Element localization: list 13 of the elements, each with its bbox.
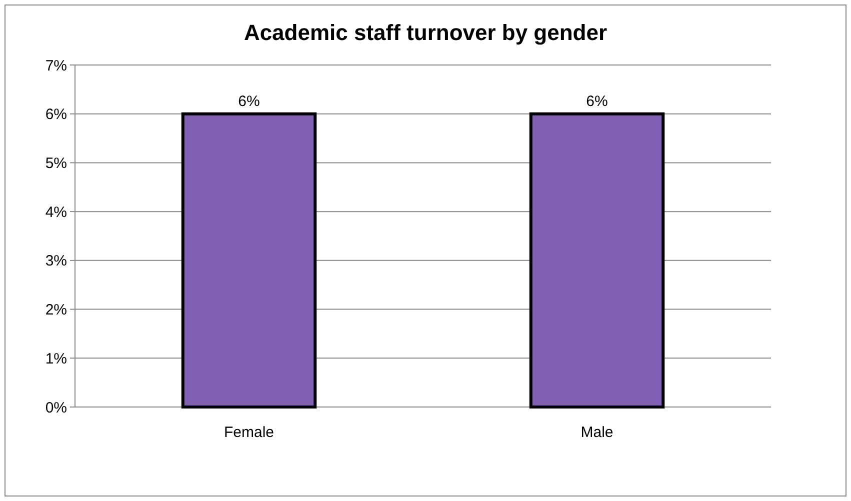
y-tick-label: 4% [45, 204, 67, 221]
data-label: 6% [238, 92, 260, 110]
y-tick-label: 0% [45, 399, 67, 416]
x-tick-label: Male [580, 424, 614, 441]
y-tick-label: 7% [45, 57, 67, 74]
y-tick-label: 3% [45, 252, 67, 270]
x-tick-label: Female [224, 424, 274, 441]
y-tick-label: 2% [45, 302, 67, 319]
y-tick-label: 5% [45, 154, 67, 172]
data-label: 6% [586, 92, 608, 110]
y-tick-label: 1% [45, 350, 67, 368]
y-tick-label: 6% [45, 106, 67, 124]
chart-title: Academic staff turnover by gender [244, 20, 608, 45]
